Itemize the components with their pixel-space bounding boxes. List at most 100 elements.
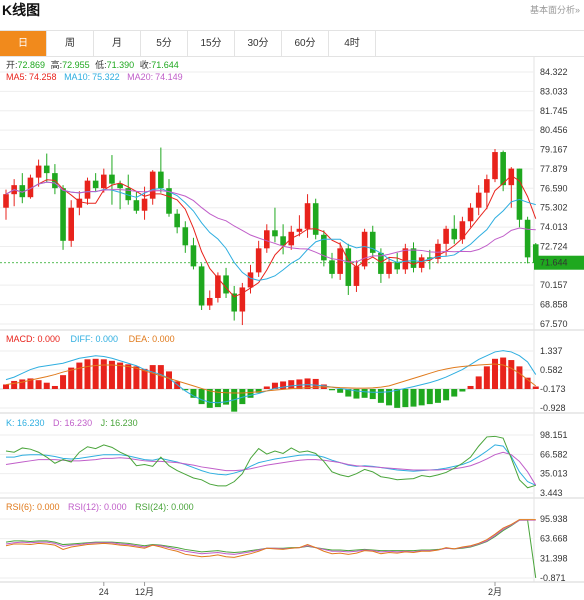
candle-body xyxy=(255,248,262,273)
candle-body xyxy=(174,213,180,228)
panel-frames xyxy=(0,56,584,583)
candle-body xyxy=(198,266,205,306)
macd-bar xyxy=(451,389,458,397)
candle-body xyxy=(451,228,458,240)
macd-bar xyxy=(304,378,311,389)
rsi-tick-label: -0.871 xyxy=(540,573,566,583)
candle-body xyxy=(35,165,42,178)
tab-6[interactable]: 60分 xyxy=(282,31,329,56)
candle-body xyxy=(68,207,74,241)
macd-bar xyxy=(394,389,401,408)
candle-body xyxy=(141,198,148,211)
macd-bar xyxy=(361,389,368,398)
tab-4[interactable]: 15分 xyxy=(188,31,235,56)
candle-body xyxy=(304,203,311,229)
fundamental-analysis-link[interactable]: 基本面分析» xyxy=(529,5,580,15)
macd-bar xyxy=(190,389,197,398)
candle-body xyxy=(3,194,9,208)
ma5-line xyxy=(5,174,537,298)
macd-bar xyxy=(516,366,523,389)
price-tick-label: 83.033 xyxy=(540,86,568,96)
macd-bar xyxy=(386,389,393,406)
macd-tick-label: -0.173 xyxy=(540,384,566,394)
macd-bar xyxy=(345,389,352,397)
macd-bar xyxy=(443,389,450,401)
macd-bar xyxy=(288,380,295,389)
candle-body xyxy=(402,248,409,270)
candle-body xyxy=(337,248,343,274)
kdj-panel xyxy=(5,435,537,489)
candle-body xyxy=(247,272,254,288)
candle-body xyxy=(280,236,286,246)
candle-body xyxy=(524,219,531,258)
price-tick-label: 74.013 xyxy=(540,222,568,232)
macd-bar xyxy=(337,389,344,393)
macd-bar xyxy=(369,389,376,400)
macd-bar xyxy=(500,357,507,389)
x-axis: 24 12月 2月 xyxy=(99,582,502,597)
macd-bar xyxy=(239,389,246,405)
candle-body xyxy=(231,293,237,312)
macd-bar xyxy=(3,384,9,389)
macd-bar xyxy=(214,389,221,408)
candle-body xyxy=(109,174,115,184)
tab-3[interactable]: 5分 xyxy=(141,31,188,56)
macd-bar xyxy=(459,389,466,392)
macd-bar xyxy=(410,389,417,407)
period-tabs: 日周月 5分 15分 30分 60分 4时 xyxy=(0,30,584,57)
diff-line xyxy=(5,350,537,404)
candle-body xyxy=(459,221,466,240)
candle-body xyxy=(117,183,123,189)
candle-body xyxy=(133,200,140,211)
macd-bar xyxy=(532,386,539,389)
candle-body xyxy=(215,275,221,298)
candle-body xyxy=(101,174,107,189)
candle-body xyxy=(312,203,319,235)
candle-body xyxy=(125,188,132,201)
rsi-tick-label: 95.938 xyxy=(540,514,568,524)
macd-bar xyxy=(108,360,115,389)
kdj-tick-label: 3.443 xyxy=(540,488,563,498)
macd-bar xyxy=(402,389,409,408)
ma-legend: MA5: 74.258 MA10: 75.322 MA20: 74.149 xyxy=(6,72,183,82)
tab-0[interactable]: 日 xyxy=(0,31,47,56)
candle-body xyxy=(386,261,392,274)
moving-averages xyxy=(5,174,537,298)
kdj-tick-label: 98.151 xyxy=(540,430,568,440)
price-tick-label: 75.302 xyxy=(540,203,568,213)
tab-2[interactable]: 月 xyxy=(94,31,141,56)
macd-bar xyxy=(255,389,262,393)
ohlc-legend: 开:72.869 高:72.955 低:71.390 收:71.644 xyxy=(6,59,179,70)
macd-bar xyxy=(475,376,482,389)
candle-body xyxy=(158,171,164,189)
rsi-panel xyxy=(5,519,537,579)
y-axis: 84.322 83.033 81.745 80.456 79.167 77.879 76.5… xyxy=(540,67,568,583)
tab-5[interactable]: 30分 xyxy=(235,31,282,56)
rsi6-line xyxy=(5,519,536,558)
candle-body xyxy=(166,188,172,214)
tab-1[interactable]: 周 xyxy=(47,31,94,56)
candle-body xyxy=(410,248,417,268)
x-tick-label: 24 xyxy=(99,587,109,597)
candle-body xyxy=(92,180,99,189)
candle-body xyxy=(272,230,278,237)
candle-body xyxy=(516,168,523,220)
price-tag-bg xyxy=(534,255,584,270)
macd-bar xyxy=(329,389,335,391)
macd-bar xyxy=(84,359,91,389)
macd-bar xyxy=(467,385,474,389)
macd-bar xyxy=(43,382,50,389)
price-tick-label: 72.724 xyxy=(540,241,568,251)
tab-7[interactable]: 4时 xyxy=(329,31,376,56)
macd-bar xyxy=(149,365,156,389)
macd-bar xyxy=(247,389,254,398)
price-tag-label: 71.644 xyxy=(540,258,568,268)
candle-body xyxy=(27,177,34,198)
candle-body xyxy=(60,188,66,241)
current-price-tag: 71.644 xyxy=(534,255,584,270)
macd-bar xyxy=(434,389,441,403)
macd-bar xyxy=(280,381,287,389)
macd-bar xyxy=(11,380,18,389)
candle-body xyxy=(475,192,482,208)
candle-body xyxy=(484,179,490,193)
